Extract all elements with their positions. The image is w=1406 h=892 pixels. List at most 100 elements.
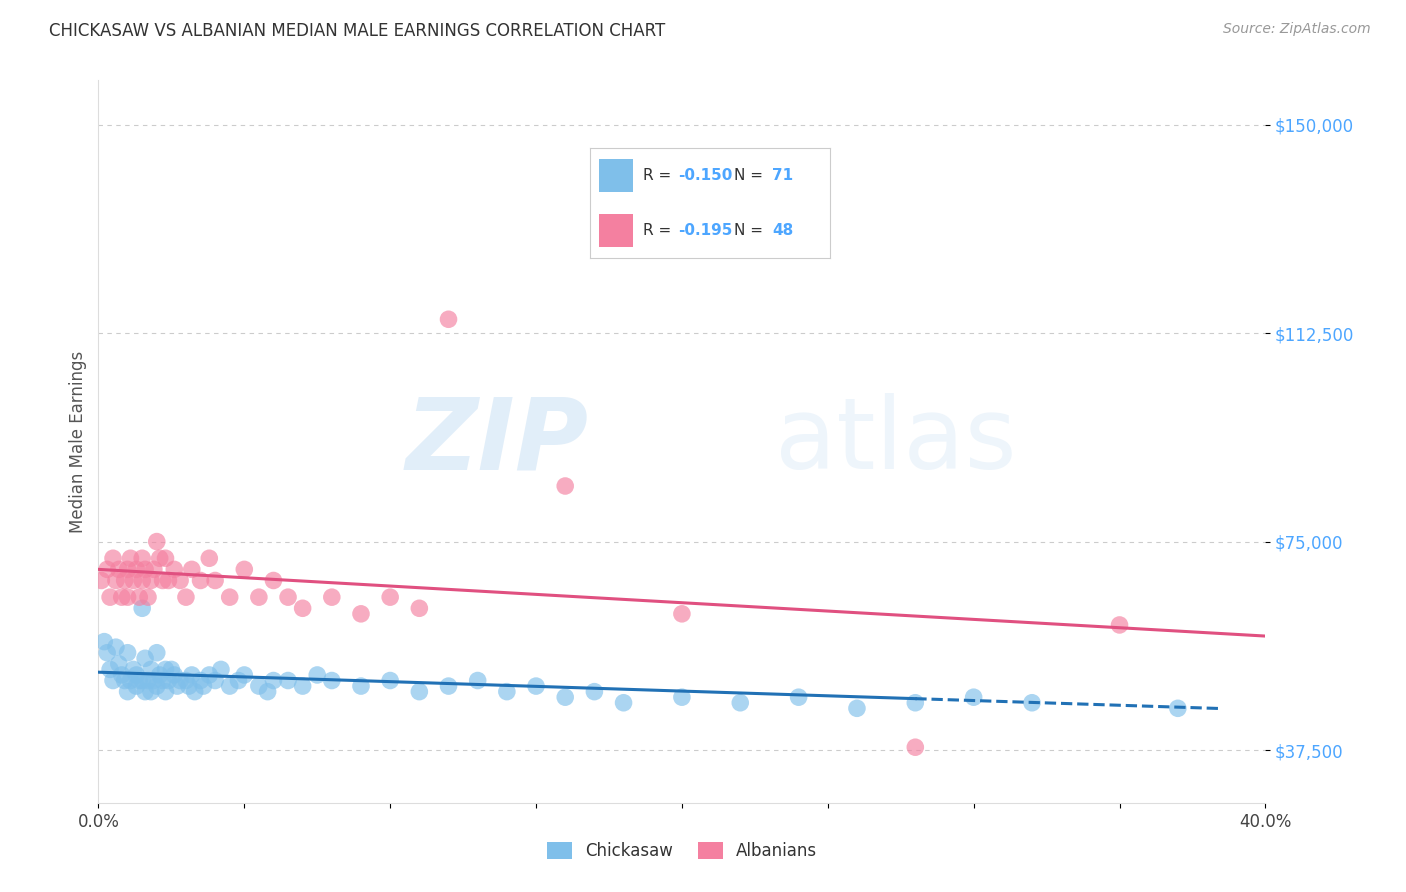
Point bbox=[350, 607, 373, 621]
Point bbox=[134, 651, 156, 665]
Point bbox=[149, 668, 172, 682]
Point bbox=[131, 673, 153, 688]
Point bbox=[247, 590, 270, 604]
Point bbox=[554, 479, 576, 493]
Point bbox=[169, 673, 191, 688]
Point bbox=[174, 673, 197, 688]
Point bbox=[111, 668, 134, 682]
Point bbox=[904, 696, 927, 710]
Point bbox=[291, 601, 314, 615]
Point bbox=[233, 562, 256, 576]
Point bbox=[496, 684, 519, 698]
Point bbox=[98, 662, 121, 676]
Point bbox=[128, 590, 150, 604]
Point bbox=[146, 679, 169, 693]
Point bbox=[152, 574, 174, 588]
Point bbox=[125, 562, 148, 576]
Point bbox=[120, 551, 142, 566]
Point bbox=[209, 662, 232, 676]
Point bbox=[108, 657, 131, 671]
Point bbox=[183, 684, 205, 698]
Point bbox=[146, 646, 169, 660]
Point bbox=[134, 562, 156, 576]
Point bbox=[142, 562, 165, 576]
Point bbox=[117, 590, 139, 604]
Point bbox=[108, 562, 131, 576]
Point bbox=[262, 574, 284, 588]
Text: N =: N = bbox=[734, 223, 768, 238]
Text: -0.150: -0.150 bbox=[679, 169, 733, 183]
Point bbox=[136, 673, 159, 688]
Point bbox=[291, 679, 314, 693]
Text: CHICKASAW VS ALBANIAN MEDIAN MALE EARNINGS CORRELATION CHART: CHICKASAW VS ALBANIAN MEDIAN MALE EARNIN… bbox=[49, 22, 665, 40]
Point bbox=[247, 679, 270, 693]
Point bbox=[101, 673, 124, 688]
Point bbox=[146, 534, 169, 549]
Point bbox=[174, 590, 197, 604]
Point bbox=[730, 696, 752, 710]
Point bbox=[307, 668, 329, 682]
Point bbox=[125, 668, 148, 682]
Point bbox=[142, 673, 165, 688]
Point bbox=[163, 668, 186, 682]
Point bbox=[122, 574, 145, 588]
Point bbox=[408, 684, 430, 698]
Point bbox=[193, 679, 215, 693]
Point bbox=[204, 673, 226, 688]
Point bbox=[163, 562, 186, 576]
Text: atlas: atlas bbox=[775, 393, 1017, 490]
Text: Source: ZipAtlas.com: Source: ZipAtlas.com bbox=[1223, 22, 1371, 37]
Point bbox=[90, 574, 112, 588]
Point bbox=[128, 673, 150, 688]
Point bbox=[114, 673, 136, 688]
Point bbox=[125, 679, 148, 693]
Point bbox=[262, 673, 284, 688]
Point bbox=[169, 574, 191, 588]
Point bbox=[218, 679, 240, 693]
Point bbox=[437, 679, 460, 693]
Point bbox=[1167, 701, 1189, 715]
Text: R =: R = bbox=[643, 223, 676, 238]
Point bbox=[157, 574, 180, 588]
Point bbox=[671, 690, 693, 705]
Point bbox=[131, 601, 153, 615]
Point bbox=[218, 590, 240, 604]
Text: ZIP: ZIP bbox=[405, 393, 589, 490]
Point bbox=[136, 590, 159, 604]
Text: 48: 48 bbox=[772, 223, 793, 238]
Point bbox=[117, 646, 139, 660]
Point bbox=[139, 574, 162, 588]
Point bbox=[190, 574, 212, 588]
Point bbox=[114, 574, 136, 588]
Bar bbox=[599, 214, 633, 247]
Point bbox=[96, 646, 118, 660]
Point bbox=[177, 679, 200, 693]
Point bbox=[190, 673, 212, 688]
Point bbox=[120, 673, 142, 688]
Point bbox=[554, 690, 576, 705]
Text: -0.195: -0.195 bbox=[679, 223, 733, 238]
Point bbox=[149, 551, 172, 566]
Point bbox=[155, 684, 177, 698]
Point bbox=[583, 684, 606, 698]
Point bbox=[204, 574, 226, 588]
Point bbox=[155, 662, 177, 676]
Point bbox=[198, 551, 221, 566]
Point bbox=[155, 551, 177, 566]
Text: 71: 71 bbox=[772, 169, 793, 183]
Point bbox=[98, 590, 121, 604]
Point bbox=[612, 696, 634, 710]
Point bbox=[93, 634, 115, 648]
Point bbox=[104, 574, 127, 588]
Point bbox=[380, 673, 402, 688]
Point bbox=[846, 701, 869, 715]
Point bbox=[160, 662, 183, 676]
Point bbox=[380, 590, 402, 604]
Point bbox=[134, 684, 156, 698]
Y-axis label: Median Male Earnings: Median Male Earnings bbox=[69, 351, 87, 533]
Point bbox=[524, 679, 547, 693]
Point bbox=[437, 312, 460, 326]
Point bbox=[139, 662, 162, 676]
Point bbox=[180, 562, 202, 576]
Point bbox=[962, 690, 984, 705]
